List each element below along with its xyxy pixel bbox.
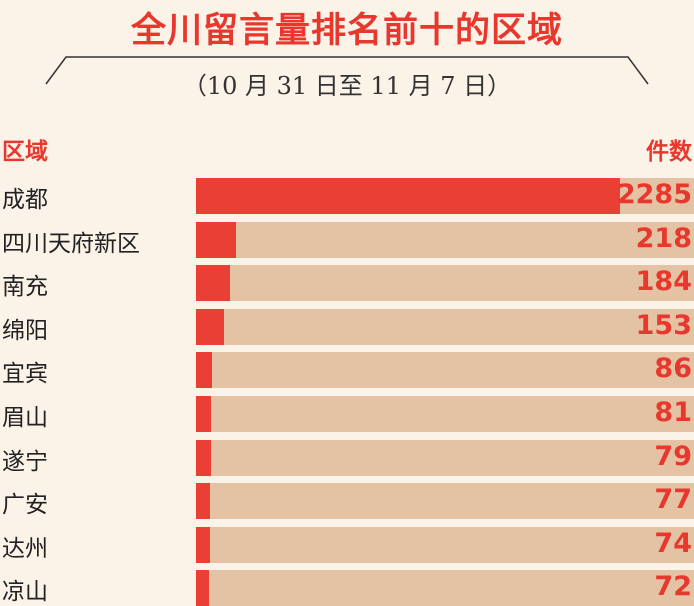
bar-row: 凉山 72 xyxy=(0,570,694,606)
bar xyxy=(196,483,210,520)
value-label: 184 xyxy=(635,266,692,298)
bar-track xyxy=(196,483,694,520)
region-label: 南充 xyxy=(2,274,48,301)
bar-track xyxy=(196,221,694,258)
bar xyxy=(196,178,620,214)
value-label: 77 xyxy=(654,484,692,516)
region-label: 遂宁 xyxy=(2,448,48,475)
bar-row: 宜宾 86 xyxy=(0,352,694,389)
bar-track xyxy=(196,396,694,432)
bar-row: 广安 77 xyxy=(0,483,694,520)
bar-track xyxy=(196,178,694,214)
bar-row: 绵阳 153 xyxy=(0,308,694,345)
bar xyxy=(196,221,236,258)
value-label: 74 xyxy=(654,527,692,559)
bar-track xyxy=(196,439,694,476)
bar xyxy=(196,352,212,389)
bar-row: 遂宁 79 xyxy=(0,439,694,476)
value-label: 79 xyxy=(654,440,692,472)
region-label: 绵阳 xyxy=(2,317,48,344)
bar xyxy=(196,526,210,563)
region-label: 达州 xyxy=(2,535,48,562)
region-label: 广安 xyxy=(2,492,48,519)
value-label: 86 xyxy=(654,353,692,385)
bar xyxy=(196,570,209,606)
value-label: 2285 xyxy=(616,179,692,210)
bar-track xyxy=(196,265,694,302)
bar-row: 眉山 81 xyxy=(0,396,694,432)
bar xyxy=(196,308,224,345)
region-label: 宜宾 xyxy=(2,361,48,388)
bar-track xyxy=(196,352,694,389)
region-label: 凉山 xyxy=(2,579,48,606)
bar-track xyxy=(196,308,694,345)
bar-track xyxy=(196,570,694,606)
bar-row: 达州 74 xyxy=(0,526,694,563)
count-column-header: 件数 xyxy=(646,139,692,165)
bar-track xyxy=(196,526,694,563)
value-label: 81 xyxy=(654,397,692,428)
bar-row: 四川天府新区 218 xyxy=(0,221,694,258)
region-label: 四川天府新区 xyxy=(2,230,140,257)
bar xyxy=(196,439,211,476)
bar-row: 成都 2285 xyxy=(0,178,694,214)
chart-title: 全川留言量排名前十的区域 xyxy=(130,11,563,51)
bar xyxy=(196,265,230,302)
value-label: 72 xyxy=(654,571,692,603)
bar-row: 南充 184 xyxy=(0,265,694,302)
chart-subtitle: （10 月 31 日至 11 月 7 日） xyxy=(182,72,512,100)
value-label: 218 xyxy=(635,222,692,254)
bar xyxy=(196,396,211,432)
region-label: 眉山 xyxy=(2,405,48,431)
region-label: 成都 xyxy=(2,187,48,213)
title-frame xyxy=(45,56,649,85)
region-column-header: 区域 xyxy=(2,139,48,165)
value-label: 153 xyxy=(635,309,692,341)
